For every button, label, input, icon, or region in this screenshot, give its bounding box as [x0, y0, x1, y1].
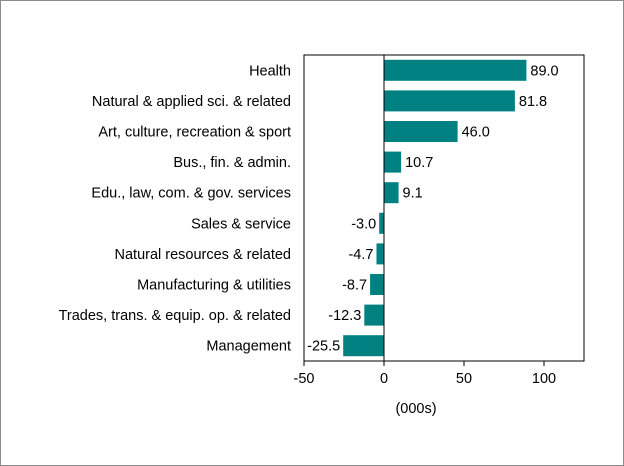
data-label: -8.7 — [342, 278, 367, 294]
data-label: -25.5 — [307, 339, 340, 355]
data-label: 81.8 — [519, 94, 547, 110]
data-label: -12.3 — [328, 308, 361, 324]
bar — [376, 243, 384, 265]
bar — [384, 182, 399, 204]
category-label: Natural & applied sci. & related — [92, 94, 291, 110]
category-label: Art, culture, recreation & sport — [98, 125, 291, 141]
bar — [379, 212, 384, 234]
category-label: Sales & service — [191, 216, 291, 232]
data-label: -3.0 — [351, 216, 376, 232]
category-label: Edu., law, com. & gov. services — [91, 186, 291, 202]
x-axis-title: (000s) — [395, 401, 436, 417]
category-label: Bus., fin. & admin. — [173, 155, 291, 171]
x-tick-label: -50 — [294, 371, 315, 387]
data-label: -4.7 — [348, 247, 373, 263]
data-label: 9.1 — [403, 186, 423, 202]
bar — [384, 59, 527, 81]
bar — [370, 274, 384, 295]
x-tick-label: 100 — [532, 371, 556, 387]
bar — [384, 121, 458, 142]
data-label: 89.0 — [530, 63, 558, 79]
category-label: Manufacturing & utilities — [137, 278, 291, 294]
x-tick-label: 0 — [380, 371, 388, 387]
category-label: Management — [206, 339, 291, 355]
bar — [384, 90, 515, 112]
category-label: Trades, trans. & equip. op. & related — [59, 308, 291, 324]
data-label: 10.7 — [405, 155, 433, 171]
x-tick-label: 50 — [456, 371, 472, 387]
plot-area — [303, 54, 585, 362]
category-label: Health — [249, 63, 291, 79]
data-label: 46.0 — [462, 125, 490, 141]
bar — [384, 151, 402, 173]
category-label: Natural resources & related — [115, 247, 292, 263]
bar — [343, 335, 384, 357]
bar — [364, 304, 384, 326]
